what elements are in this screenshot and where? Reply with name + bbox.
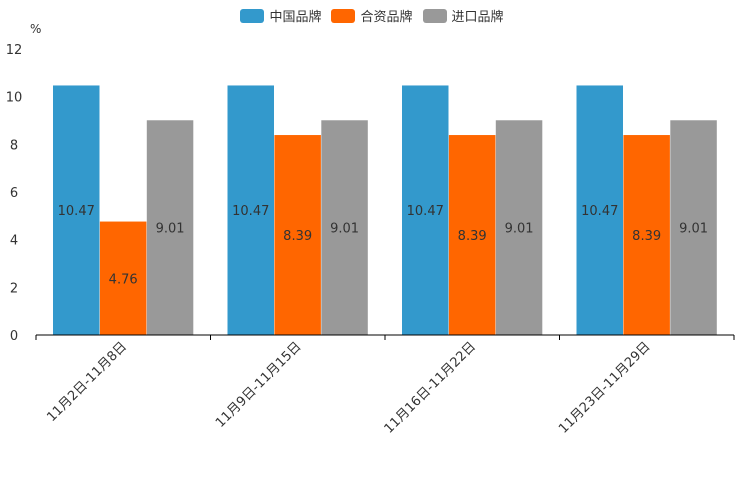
x-tick-label: 11月16日-11月22日: [382, 339, 479, 436]
data-label: 9.01: [156, 222, 185, 237]
data-label: 8.39: [632, 229, 661, 244]
legend-item-imported-brand[interactable]: 进口品牌: [422, 6, 504, 25]
data-label: 9.01: [330, 222, 359, 237]
data-label: 10.47: [581, 204, 618, 219]
data-label: 9.01: [505, 222, 534, 237]
y-tick-label: 4: [10, 234, 18, 249]
bar-china-brand: [576, 85, 623, 335]
bar-imported-brand: [321, 120, 368, 336]
bar-china-brand: [402, 85, 449, 335]
data-label: 10.47: [407, 204, 444, 219]
x-tick-label: 11月23日-11月29日: [556, 339, 653, 436]
y-axis-unit-label: %: [30, 22, 41, 36]
bar-joint-venture-brand: [99, 221, 147, 335]
y-tick-label: 12: [6, 43, 23, 58]
y-tick-label: 2: [10, 281, 18, 296]
legend-swatch-imported-brand: [422, 8, 447, 23]
legend-label-imported-brand: 进口品牌: [451, 10, 504, 25]
legend-item-china-brand[interactable]: 中国品牌: [240, 6, 321, 25]
bar-china-brand: [227, 85, 274, 335]
bar-imported-brand: [670, 120, 717, 336]
data-label: 4.76: [109, 272, 138, 287]
data-label: 10.47: [58, 204, 95, 219]
x-tick-label: 11月9日-11月15日: [213, 339, 305, 431]
y-tick-label: 6: [10, 186, 18, 201]
bar-joint-venture-brand: [623, 135, 670, 335]
bar-china-brand: [53, 85, 100, 335]
legend: 中国品牌 合资品牌 进口品牌: [0, 6, 744, 25]
legend-label-china-brand: 中国品牌: [269, 10, 322, 25]
legend-label-joint-venture-brand: 合资品牌: [360, 10, 413, 25]
x-tick-label: 11月2日-11月8日: [44, 339, 130, 425]
data-label: 8.39: [458, 229, 487, 244]
y-tick-label: 8: [10, 138, 18, 153]
data-label: 10.47: [232, 204, 269, 219]
legend-swatch-joint-venture-brand: [331, 8, 356, 23]
legend-item-joint-venture-brand[interactable]: 合资品牌: [331, 6, 413, 25]
data-label: 8.39: [283, 229, 312, 244]
y-tick-label: 10: [6, 91, 23, 106]
data-label: 9.01: [679, 222, 708, 237]
bar-joint-venture-brand: [448, 135, 496, 335]
y-tick-label: 0: [10, 329, 18, 344]
bar-imported-brand: [146, 120, 194, 336]
legend-swatch-china-brand: [240, 8, 265, 23]
bar-imported-brand: [495, 120, 543, 336]
bar-joint-venture-brand: [274, 135, 321, 335]
